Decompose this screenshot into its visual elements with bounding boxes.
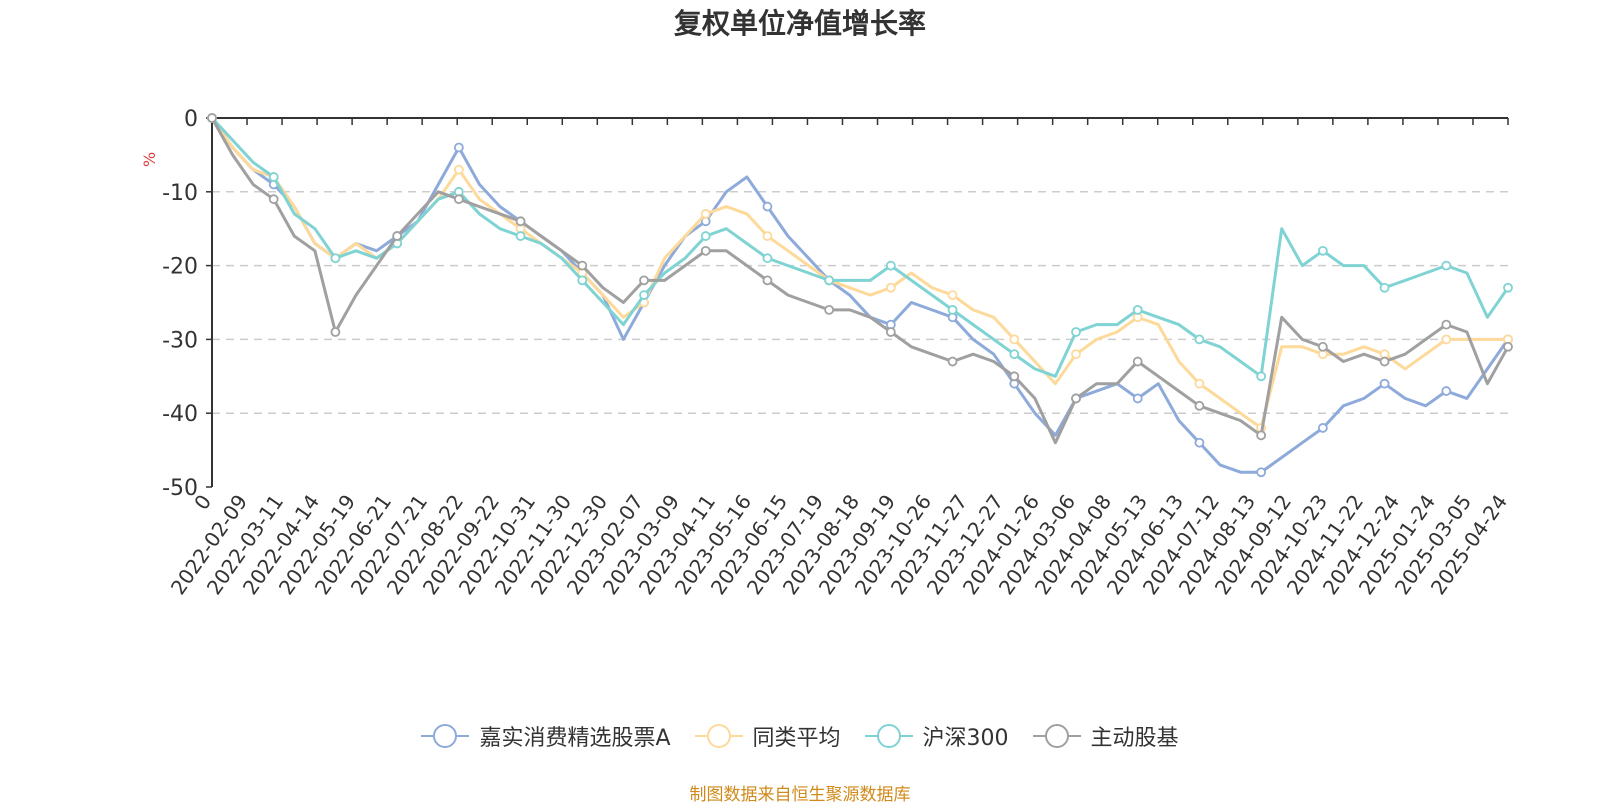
data-point bbox=[1071, 349, 1081, 360]
legend-marker-icon bbox=[1032, 724, 1081, 748]
data-point bbox=[268, 172, 279, 182]
line-chart: 0-10-20-30-40-5002022-02-092022-03-11202… bbox=[162, 107, 1513, 599]
data-point bbox=[947, 304, 958, 315]
data-point bbox=[515, 231, 526, 241]
series-line bbox=[210, 116, 1510, 378]
data-point bbox=[1009, 334, 1020, 345]
data-point bbox=[700, 209, 711, 219]
data-point bbox=[1009, 349, 1020, 360]
data-point bbox=[885, 282, 896, 293]
data-point bbox=[700, 245, 711, 256]
legend-item[interactable]: 嘉实消费精选股票A bbox=[421, 720, 671, 752]
data-point bbox=[1379, 378, 1390, 389]
data-point bbox=[1317, 341, 1328, 352]
data-point bbox=[1441, 319, 1452, 330]
data-point bbox=[1132, 304, 1143, 315]
legend-item[interactable]: 同类平均 bbox=[694, 720, 841, 752]
data-point bbox=[1503, 282, 1513, 293]
data-point bbox=[885, 260, 896, 271]
y-tick-label: -30 bbox=[162, 328, 198, 353]
data-point bbox=[1194, 334, 1205, 345]
chart-legend: 嘉实消费精选股票A 同类平均 沪深300 主动股基 bbox=[0, 720, 1600, 752]
data-point bbox=[330, 253, 341, 264]
series-line bbox=[210, 117, 1510, 474]
y-tick-label: -50 bbox=[162, 476, 198, 501]
data-point bbox=[947, 290, 958, 301]
x-tick-label: 0 bbox=[189, 490, 216, 514]
data-point bbox=[1009, 371, 1020, 382]
data-point bbox=[762, 275, 773, 286]
data-point bbox=[1441, 334, 1452, 345]
data-point bbox=[762, 253, 773, 264]
data-point bbox=[453, 194, 464, 205]
legend-label: 嘉实消费精选股票A bbox=[479, 726, 671, 751]
legend-marker-icon bbox=[864, 724, 913, 748]
data-point bbox=[762, 201, 773, 212]
data-point bbox=[824, 304, 835, 315]
y-tick-label: -40 bbox=[162, 402, 198, 427]
legend-item[interactable]: 沪深300 bbox=[864, 720, 1009, 752]
data-point bbox=[1256, 467, 1267, 478]
data-point bbox=[453, 142, 464, 153]
data-point bbox=[1503, 341, 1513, 352]
data-point bbox=[330, 327, 341, 337]
data-point bbox=[577, 260, 588, 271]
data-point bbox=[392, 231, 403, 241]
legend-label: 同类平均 bbox=[752, 726, 841, 751]
legend-label: 沪深300 bbox=[922, 726, 1009, 751]
legend-marker-icon bbox=[421, 724, 470, 748]
data-point bbox=[1441, 386, 1452, 396]
y-tick-label: -20 bbox=[162, 255, 198, 280]
legend-item[interactable]: 主动股基 bbox=[1032, 720, 1179, 752]
data-point bbox=[639, 290, 649, 301]
data-point bbox=[1194, 378, 1205, 389]
data-point bbox=[1132, 356, 1143, 367]
data-point bbox=[1071, 327, 1081, 337]
data-point bbox=[885, 327, 896, 337]
data-point bbox=[1317, 423, 1328, 433]
chart-title: 复权单位净值增长率 bbox=[673, 7, 926, 40]
data-point bbox=[577, 275, 588, 286]
series-line bbox=[210, 117, 1508, 430]
legend-label: 主动股基 bbox=[1090, 726, 1179, 751]
data-point bbox=[762, 231, 773, 241]
data-point bbox=[1441, 260, 1452, 271]
data-point bbox=[947, 356, 958, 367]
data-point bbox=[1379, 282, 1390, 293]
data-point bbox=[1194, 400, 1205, 411]
data-point bbox=[268, 194, 279, 205]
data-point bbox=[1256, 371, 1267, 382]
data-point bbox=[824, 275, 835, 286]
data-point bbox=[1071, 393, 1081, 404]
data-point bbox=[639, 275, 649, 286]
data-point bbox=[207, 113, 217, 123]
y-tick-label: -10 bbox=[162, 181, 198, 206]
data-point bbox=[1256, 430, 1267, 441]
data-point bbox=[453, 164, 464, 175]
data-point bbox=[1194, 437, 1205, 448]
data-point bbox=[515, 216, 526, 227]
series-line bbox=[210, 117, 1510, 445]
data-point bbox=[1317, 245, 1328, 256]
legend-marker-icon bbox=[694, 724, 743, 748]
data-point bbox=[1379, 356, 1390, 367]
data-point bbox=[700, 231, 711, 241]
y-tick-label: 0 bbox=[184, 107, 198, 132]
data-point bbox=[1132, 393, 1143, 404]
source-note: 制图数据来自恒生聚源数据库 bbox=[689, 785, 911, 805]
